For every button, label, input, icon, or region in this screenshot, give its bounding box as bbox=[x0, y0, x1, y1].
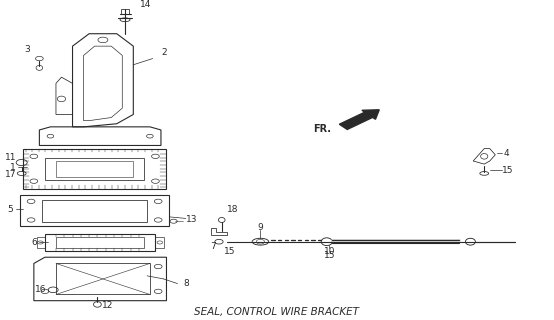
Text: 17: 17 bbox=[5, 171, 17, 180]
FancyArrow shape bbox=[340, 110, 379, 130]
Text: 18: 18 bbox=[227, 204, 239, 214]
Text: SEAL, CONTROL WIRE BRACKET: SEAL, CONTROL WIRE BRACKET bbox=[194, 307, 360, 316]
Text: 6: 6 bbox=[31, 238, 37, 247]
Text: 15: 15 bbox=[224, 247, 236, 256]
Text: 11: 11 bbox=[5, 153, 17, 162]
Text: FR.: FR. bbox=[314, 124, 331, 134]
Text: 3: 3 bbox=[24, 45, 30, 54]
Text: 7: 7 bbox=[211, 242, 216, 251]
Text: 5: 5 bbox=[8, 204, 13, 214]
Bar bbox=[121, 9, 130, 13]
Text: 4: 4 bbox=[504, 149, 509, 158]
Text: 14: 14 bbox=[140, 0, 152, 9]
Text: 2: 2 bbox=[161, 48, 167, 57]
Text: 12: 12 bbox=[102, 300, 113, 309]
Text: 10: 10 bbox=[324, 246, 335, 255]
Text: 16: 16 bbox=[35, 285, 46, 294]
Text: 13: 13 bbox=[186, 215, 197, 224]
Text: 15: 15 bbox=[502, 166, 514, 175]
Text: 9: 9 bbox=[258, 223, 263, 232]
Text: 8: 8 bbox=[183, 279, 189, 288]
Text: 15: 15 bbox=[324, 251, 335, 260]
Text: 1: 1 bbox=[10, 163, 16, 172]
